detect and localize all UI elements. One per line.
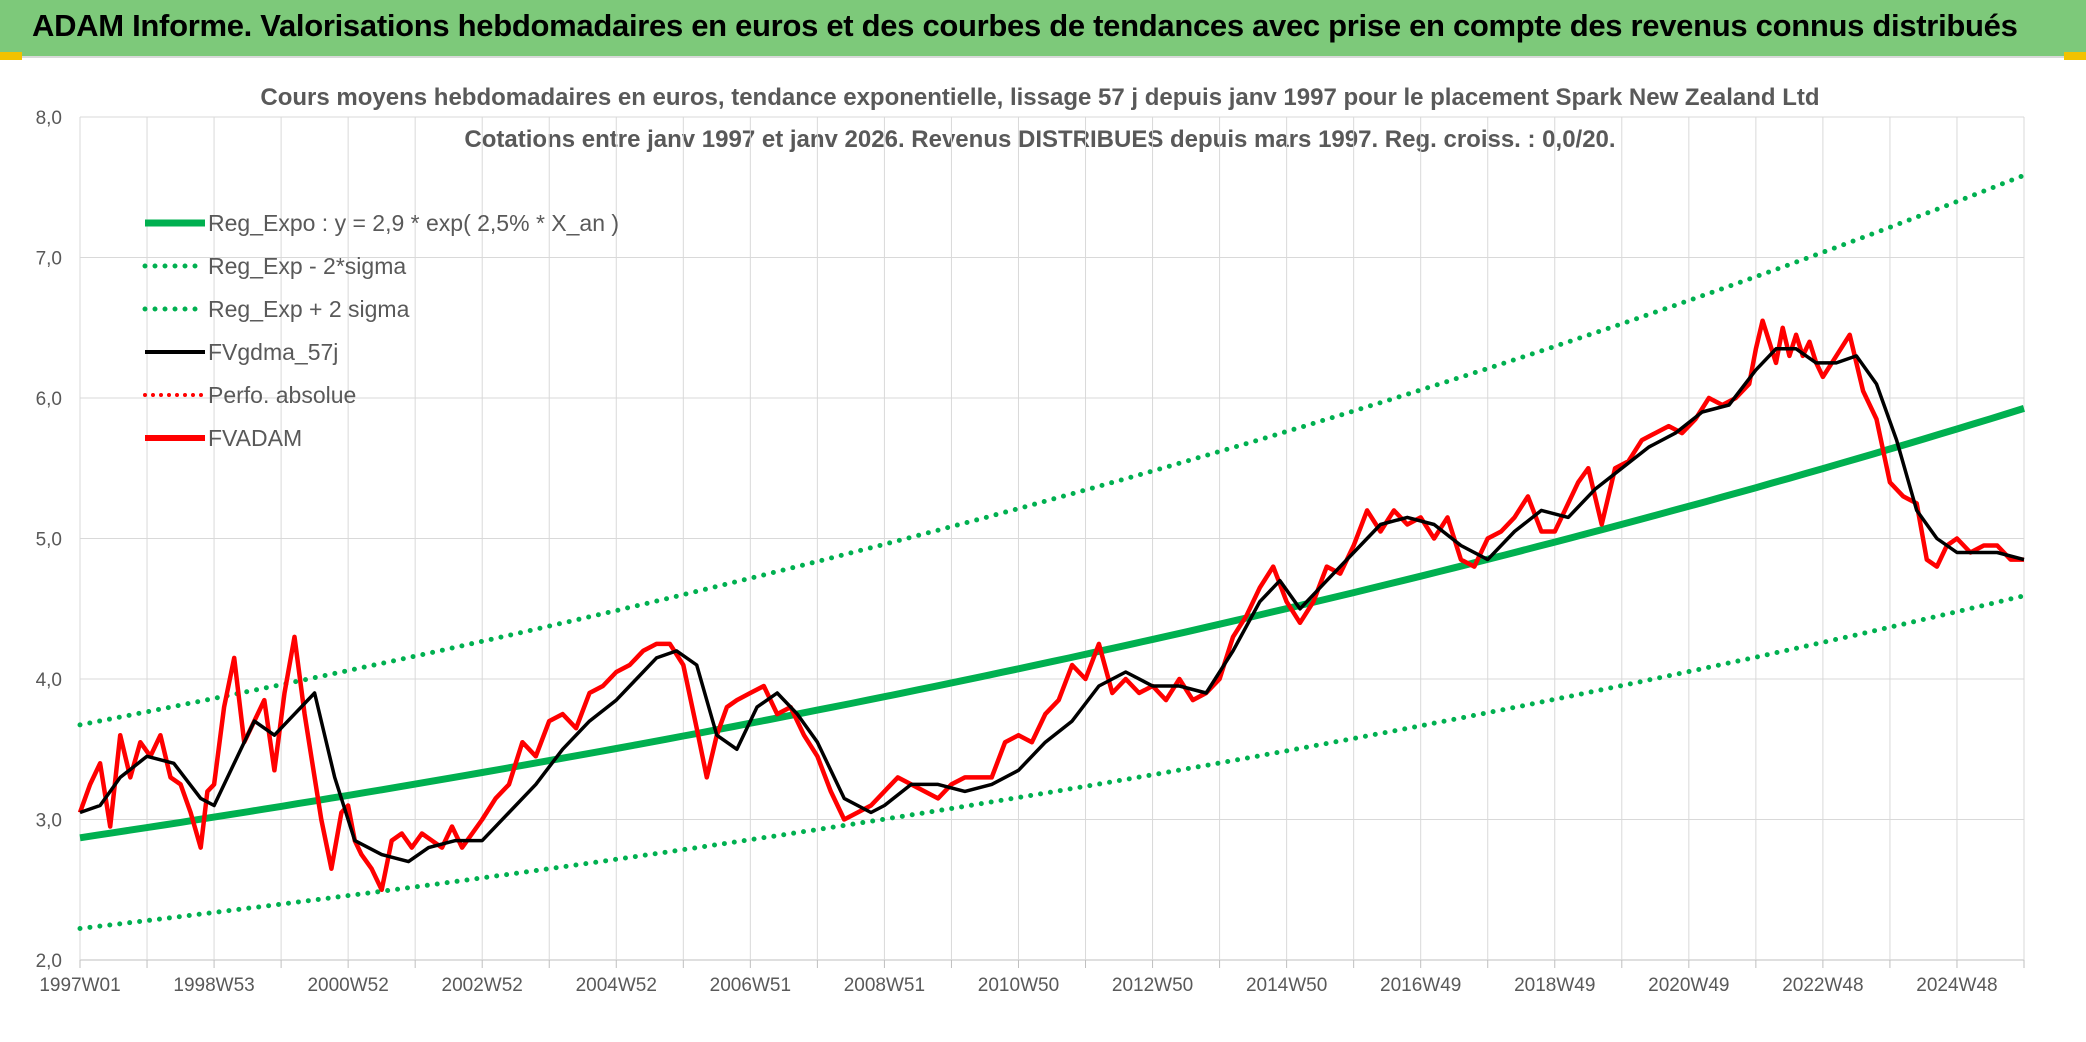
header-bar: ADAM Informe. Valorisations hebdomadaire…	[0, 0, 2086, 58]
legend-label-reg-upper: Reg_Exp + 2 sigma	[208, 296, 410, 322]
x-tick-label: 2018W49	[1514, 975, 1595, 996]
y-tick-label: 7,0	[36, 249, 62, 270]
fvadam-series	[77, 318, 2024, 893]
legend: Reg_Expo : y = 2,9 * exp( 2,5% * X_an ) R…	[142, 210, 619, 451]
legend-label-perfo-absolue: Perfo. absolue	[208, 382, 356, 408]
reg-upper-series	[77, 172, 2027, 728]
x-tick-label: 2000W52	[307, 975, 388, 996]
y-tick-label: 3,0	[36, 811, 62, 832]
corner-marker	[2064, 52, 2086, 60]
plot-area	[77, 172, 2027, 931]
legend-label-fvadam: FVADAM	[208, 425, 302, 451]
reg-expo-series	[79, 405, 2026, 842]
x-tick-label: 1998W53	[173, 975, 254, 996]
x-tick-label: 2016W49	[1380, 975, 1461, 996]
x-tick-label: 1997W01	[39, 975, 120, 996]
legend-label-fvgdma: FVgdma_57j	[208, 339, 338, 365]
x-tick-label: 2010W50	[978, 975, 1059, 996]
y-tick-label: 5,0	[36, 530, 62, 551]
chart-area: Cours moyens hebdomadaires en euros, ten…	[0, 60, 2086, 1037]
x-tick-label: 2008W51	[844, 975, 925, 996]
fvgdma-series	[79, 347, 2025, 864]
reg-lower-series	[77, 593, 2027, 931]
x-tick-label: 2022W48	[1782, 975, 1863, 996]
y-tick-label: 6,0	[36, 389, 62, 410]
x-tick-label: 2006W51	[710, 975, 791, 996]
chart-title: Cours moyens hebdomadaires en euros, ten…	[260, 84, 1819, 111]
legend-label-reg-lower: Reg_Exp - 2*sigma	[208, 253, 406, 279]
chart-subtitle: Cotations entre janv 1997 et janv 2026. …	[464, 126, 1615, 153]
y-axis: 2,0 3,0 4,0 5,0 6,0 7,0 8,0	[36, 108, 62, 972]
x-tick-label: 2004W52	[576, 975, 657, 996]
x-axis: 1997W01 1998W53 2000W52 2002W52 2004W52 2006W…	[39, 960, 2025, 996]
legend-label-reg-expo: Reg_Expo : y = 2,9 * exp( 2,5% * X_an )	[208, 210, 619, 236]
page-title: ADAM Informe. Valorisations hebdomadaire…	[32, 8, 2018, 43]
x-tick-label: 2014W50	[1246, 975, 1327, 996]
y-tick-label: 8,0	[36, 108, 62, 129]
grid	[79, 116, 2025, 961]
line-chart: Cours moyens hebdomadaires en euros, ten…	[36, 84, 2027, 996]
x-tick-label: 2024W48	[1916, 975, 1997, 996]
y-tick-label: 2,0	[36, 951, 62, 972]
corner-marker	[0, 52, 22, 60]
y-tick-label: 4,0	[36, 670, 62, 691]
x-tick-label: 2012W50	[1112, 975, 1193, 996]
x-tick-label: 2020W49	[1648, 975, 1729, 996]
x-tick-label: 2002W52	[442, 975, 523, 996]
